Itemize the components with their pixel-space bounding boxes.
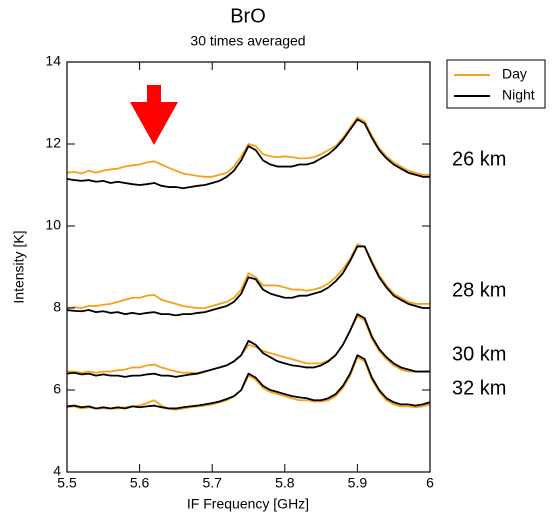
chart-title: BrO bbox=[230, 5, 266, 27]
chart-subtitle: 30 times averaged bbox=[190, 33, 305, 49]
x-axis-label: IF Frequency [GHz] bbox=[187, 496, 309, 512]
data-line bbox=[66, 116, 430, 178]
x-tick-label: 6 bbox=[426, 475, 434, 491]
x-tick-label: 5.6 bbox=[130, 475, 150, 491]
data-line bbox=[66, 313, 430, 378]
x-tick-label: 5.5 bbox=[57, 475, 77, 491]
altitude-label: 30 km bbox=[452, 343, 506, 365]
legend-label: Night bbox=[502, 87, 535, 103]
y-tick-label: 10 bbox=[45, 217, 61, 233]
data-line bbox=[66, 354, 431, 410]
plot-area bbox=[66, 116, 431, 411]
data-line bbox=[66, 245, 430, 317]
arrow-head bbox=[130, 102, 178, 145]
y-tick-label: 4 bbox=[53, 463, 61, 479]
x-tick-label: 5.9 bbox=[348, 475, 368, 491]
y-tick-label: 6 bbox=[53, 381, 61, 397]
annotation-arrow bbox=[130, 85, 178, 145]
altitude-label: 26 km bbox=[452, 148, 506, 170]
altitude-label: 28 km bbox=[452, 279, 506, 301]
y-tick-label: 8 bbox=[53, 299, 61, 315]
x-tick-label: 5.8 bbox=[275, 475, 295, 491]
y-axis-label: Intensity [K] bbox=[11, 230, 27, 303]
arrow-shaft bbox=[147, 85, 161, 103]
y-tick-label: 12 bbox=[45, 135, 61, 151]
plot-frame bbox=[66, 61, 431, 473]
legend-box bbox=[446, 59, 546, 109]
y-tick-label: 14 bbox=[45, 53, 61, 69]
altitude-label: 32 km bbox=[452, 377, 506, 399]
legend-label: Day bbox=[502, 66, 527, 82]
data-line bbox=[66, 243, 430, 309]
data-line bbox=[66, 118, 430, 190]
x-tick-label: 5.7 bbox=[202, 475, 222, 491]
